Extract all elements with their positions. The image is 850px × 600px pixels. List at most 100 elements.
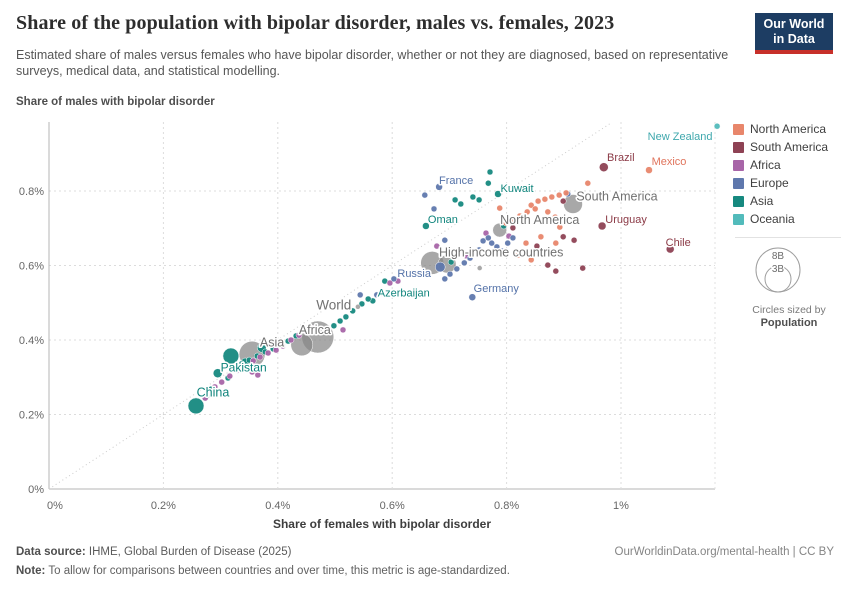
data-point[interactable]	[330, 322, 338, 330]
point-pakistan[interactable]	[212, 368, 223, 378]
data-point[interactable]	[249, 357, 257, 365]
data-point[interactable]	[355, 304, 361, 310]
data-point[interactable]	[536, 248, 544, 256]
point-mexico[interactable]	[645, 166, 653, 174]
data-point[interactable]	[390, 275, 398, 283]
point-uruguay[interactable]	[597, 221, 607, 231]
data-point[interactable]	[441, 275, 449, 283]
data-point[interactable]	[509, 234, 517, 242]
point-china[interactable]	[187, 397, 205, 415]
data-point[interactable]	[310, 324, 317, 332]
data-point[interactable]	[226, 372, 234, 380]
data-point[interactable]	[453, 265, 461, 273]
data-point[interactable]	[336, 317, 344, 325]
data-point[interactable]	[527, 201, 535, 209]
data-point[interactable]	[485, 234, 492, 242]
data-point[interactable]	[447, 258, 455, 266]
data-point[interactable]	[570, 236, 578, 244]
data-point[interactable]	[479, 237, 487, 245]
data-point[interactable]	[552, 267, 560, 275]
data-point[interactable]	[461, 259, 468, 267]
data-point[interactable]	[457, 200, 465, 208]
data-point[interactable]	[248, 368, 256, 376]
owid-credit-link[interactable]: OurWorldinData.org/mental-health | CC BY	[614, 546, 834, 558]
data-point[interactable]	[534, 197, 542, 205]
data-point[interactable]	[531, 205, 539, 213]
legend-item-eu[interactable]: Europe	[733, 174, 845, 192]
data-point[interactable]	[234, 366, 242, 374]
data-point[interactable]	[544, 261, 552, 269]
data-point[interactable]	[509, 224, 517, 232]
data-point[interactable]	[349, 307, 356, 315]
data-point[interactable]	[430, 205, 438, 213]
data-point[interactable]	[201, 394, 209, 402]
point-brazil[interactable]	[599, 162, 609, 172]
data-point[interactable]	[469, 193, 477, 201]
legend-item-af[interactable]: Africa	[733, 156, 845, 174]
data-point[interactable]	[514, 251, 522, 259]
data-point[interactable]	[559, 197, 567, 205]
legend-item-sa[interactable]: South America	[733, 138, 845, 156]
owid-logo[interactable]: Our World in Data	[755, 13, 833, 54]
data-point[interactable]	[256, 353, 264, 361]
data-point[interactable]	[441, 236, 449, 244]
data-point[interactable]	[302, 327, 310, 335]
data-point[interactable]	[551, 213, 559, 221]
data-point[interactable]	[555, 191, 563, 199]
data-point[interactable]	[364, 295, 372, 303]
data-point[interactable]	[238, 360, 246, 368]
data-point[interactable]	[451, 196, 459, 204]
data-point[interactable]	[254, 371, 262, 379]
data-point[interactable]	[485, 179, 492, 187]
data-point[interactable]	[287, 336, 295, 344]
data-point[interactable]	[386, 279, 394, 287]
data-point[interactable]	[522, 239, 530, 247]
data-point[interactable]	[295, 331, 303, 339]
data-point[interactable]	[356, 291, 364, 299]
data-point[interactable]	[502, 219, 510, 227]
data-point[interactable]	[222, 347, 240, 365]
data-point[interactable]	[264, 349, 272, 357]
data-point[interactable]	[537, 233, 545, 241]
data-point[interactable]	[498, 247, 506, 255]
data-point[interactable]	[421, 191, 429, 199]
data-point[interactable]	[544, 208, 552, 216]
data-point[interactable]	[504, 239, 511, 247]
data-point[interactable]	[433, 242, 441, 250]
data-point[interactable]	[493, 243, 501, 251]
data-point[interactable]	[533, 242, 541, 250]
legend-item-oc[interactable]: Oceania	[733, 210, 845, 228]
data-point[interactable]	[211, 383, 219, 391]
point-kuwait[interactable]	[494, 190, 502, 198]
data-point[interactable]	[552, 239, 560, 247]
data-point[interactable]	[584, 179, 592, 187]
data-point[interactable]	[272, 346, 280, 354]
data-point[interactable]	[527, 256, 535, 264]
data-point[interactable]	[486, 168, 494, 176]
data-point[interactable]	[516, 212, 524, 220]
data-point[interactable]	[466, 254, 474, 262]
data-point[interactable]	[559, 233, 567, 241]
point-russia[interactable]	[434, 261, 446, 273]
data-point[interactable]	[523, 208, 531, 216]
data-point[interactable]	[475, 246, 483, 254]
data-point[interactable]	[556, 223, 564, 231]
legend-item-as[interactable]: Asia	[733, 192, 845, 210]
point-chile[interactable]	[665, 244, 675, 254]
data-point[interactable]	[279, 342, 287, 350]
data-point[interactable]	[496, 204, 503, 212]
data-point[interactable]	[475, 196, 483, 204]
scatter-plot[interactable]: Share of males with bipolar disorder 0% 0.…	[0, 95, 735, 545]
data-point[interactable]	[509, 216, 517, 224]
data-point[interactable]	[358, 300, 366, 308]
data-point[interactable]	[476, 265, 483, 271]
data-point[interactable]	[403, 271, 411, 279]
data-point[interactable]	[562, 189, 570, 197]
data-point[interactable]	[541, 195, 549, 203]
data-point[interactable]	[218, 378, 225, 386]
data-point[interactable]	[446, 270, 454, 278]
data-point[interactable]	[378, 289, 386, 297]
data-point[interactable]	[339, 326, 347, 334]
data-point[interactable]	[342, 313, 350, 321]
data-point[interactable]	[579, 264, 586, 272]
